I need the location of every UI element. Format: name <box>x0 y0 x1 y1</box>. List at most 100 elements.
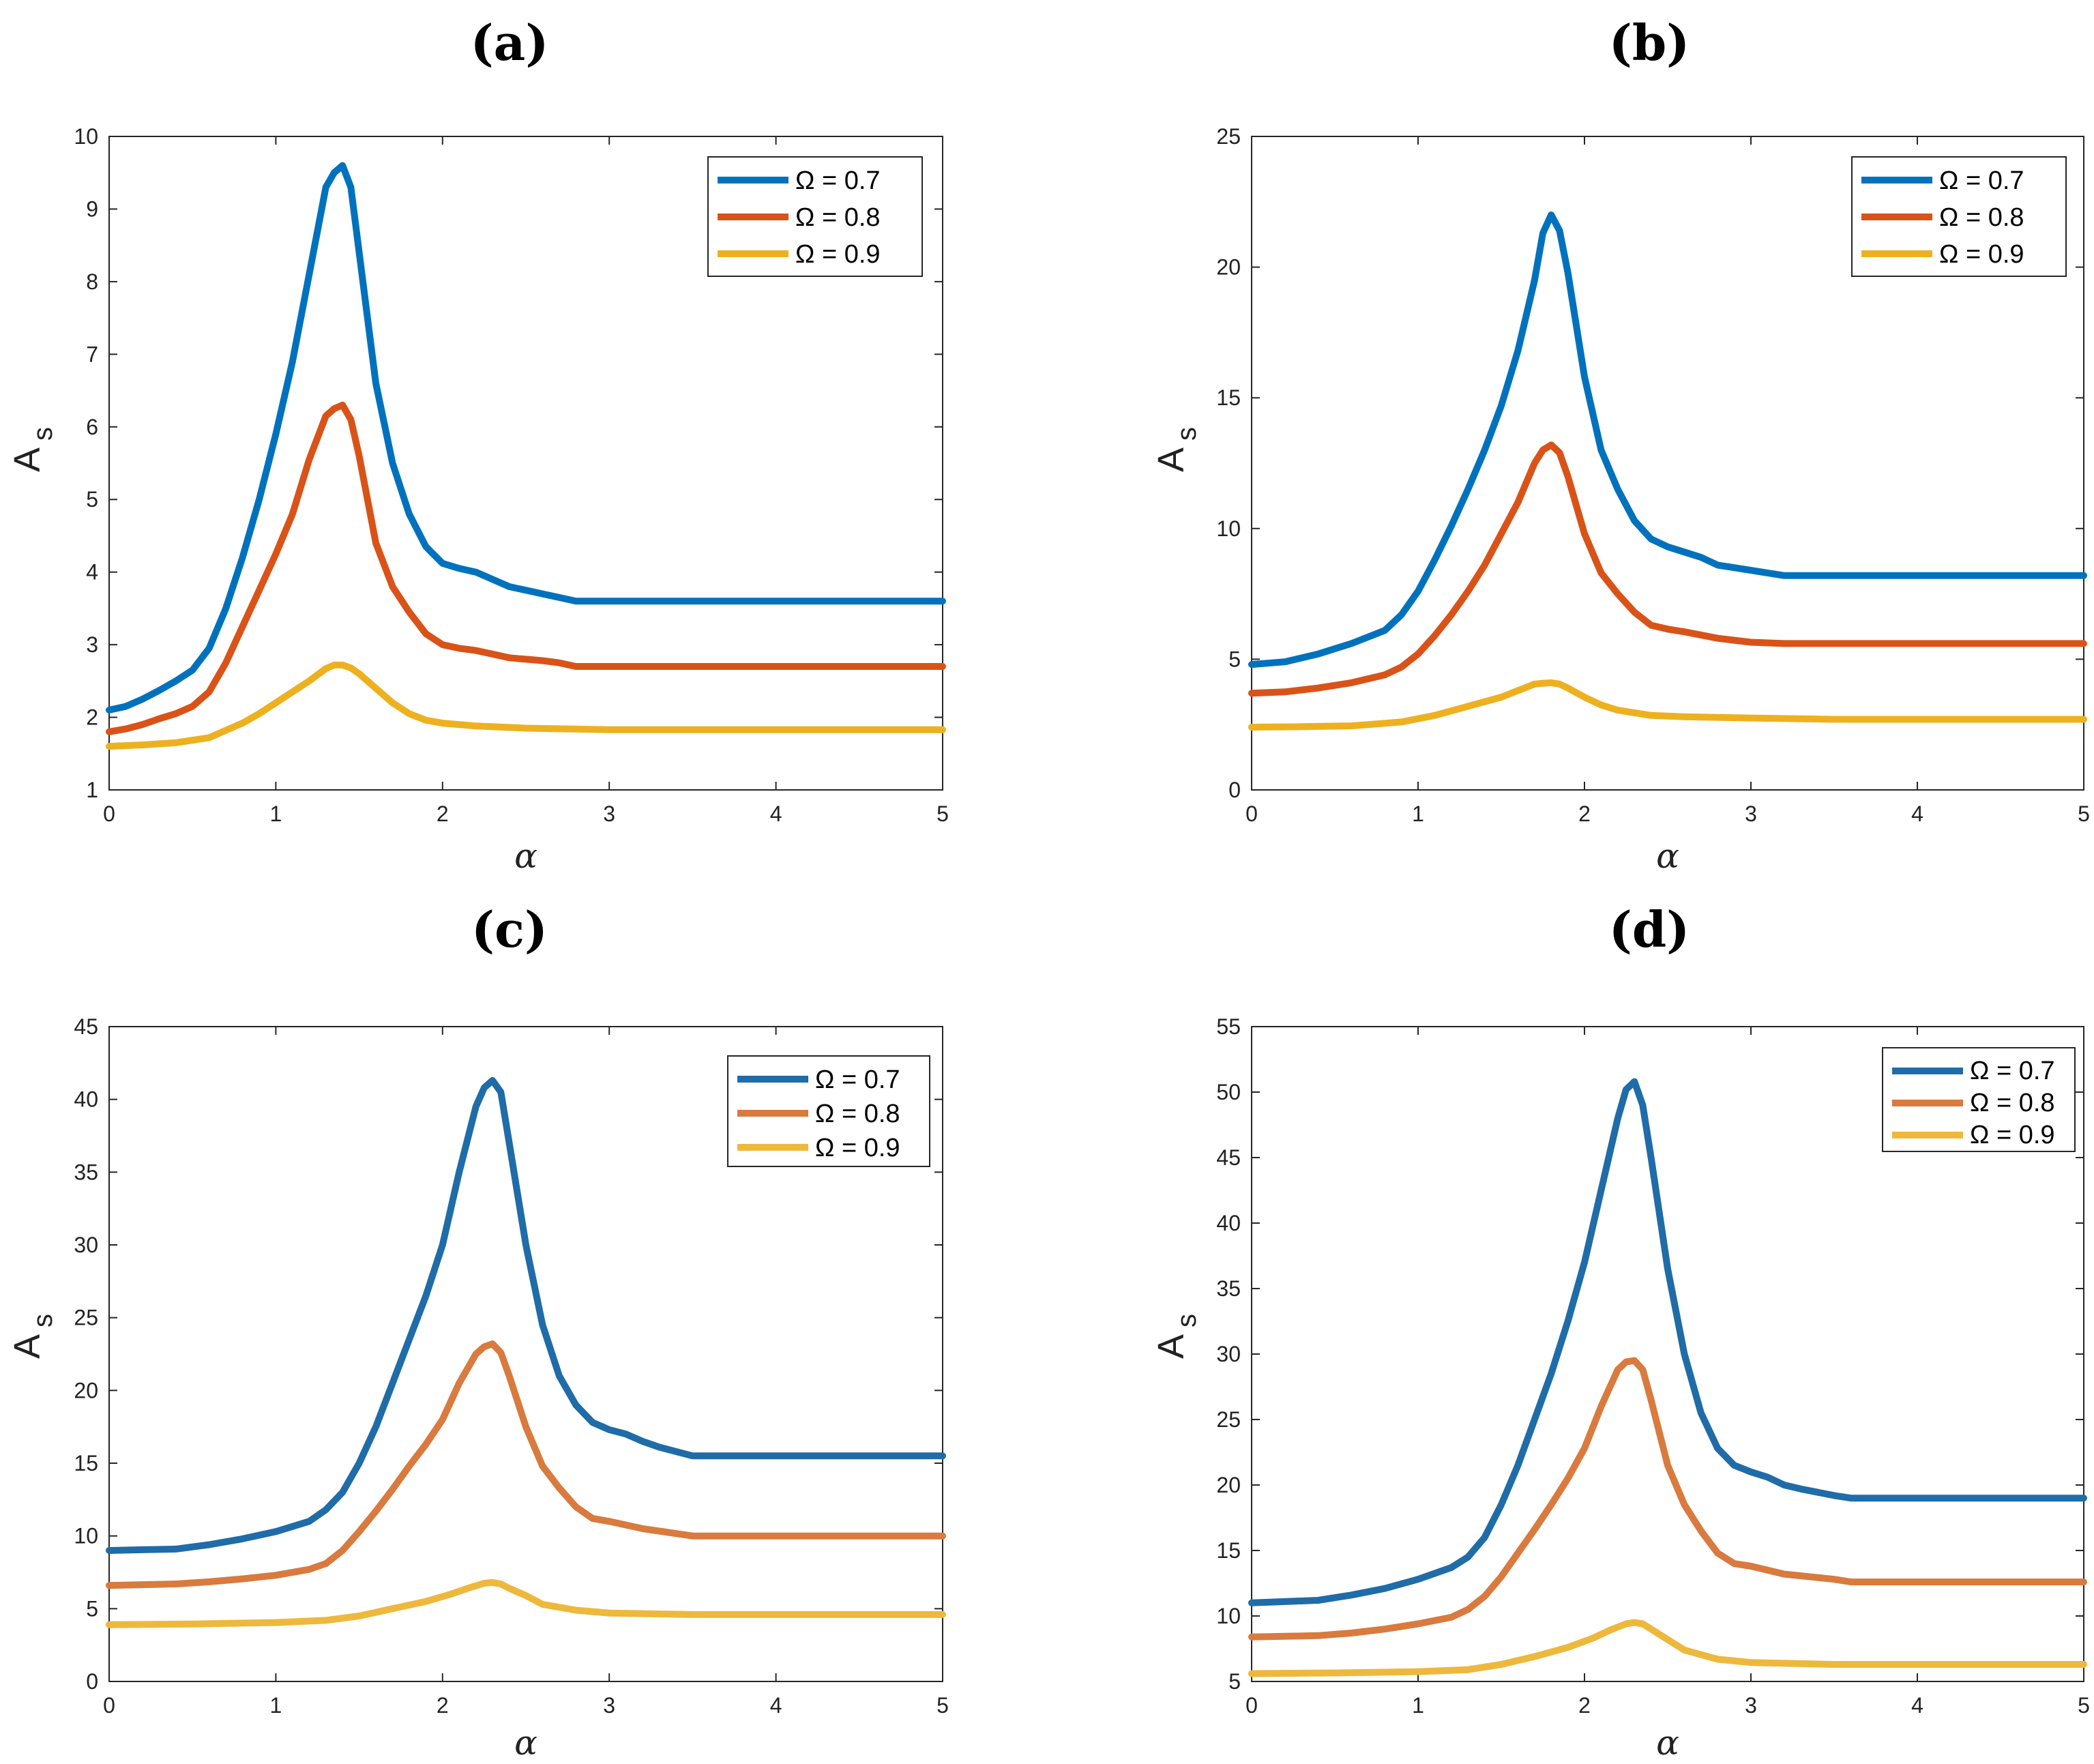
legend-label-d-1: Ω = 0.7 <box>1970 1057 2055 1085</box>
legend-label-b-3: Ω = 0.9 <box>1939 240 2024 269</box>
panel-title-b: (b) <box>1609 14 1690 72</box>
y-tick-label-d-40: 40 <box>1216 1211 1241 1235</box>
y-axis-label-main-a: A <box>7 447 48 472</box>
panel-title-c: (c) <box>471 900 548 958</box>
x-tick-label-b-4: 4 <box>1911 802 1923 826</box>
x-tick-label-a-5: 5 <box>937 802 949 826</box>
x-tick-label-b-3: 3 <box>1745 802 1757 826</box>
y-tick-label-a-5: 5 <box>86 487 98 512</box>
y-tick-label-c-40: 40 <box>74 1087 98 1112</box>
legend-c: Ω = 0.7 Ω = 0.8 Ω = 0.9 <box>727 1055 930 1167</box>
y-axis-label-sub-c: s <box>28 1314 58 1327</box>
y-tick-label-c-25: 25 <box>74 1306 98 1330</box>
y-axis-label-b: As <box>1151 427 1202 472</box>
x-tick-label-c-1: 1 <box>270 1693 282 1718</box>
y-axis-label-sub-a: s <box>28 427 58 441</box>
y-tick-label-a-4: 4 <box>86 560 98 585</box>
legend-label-b-2: Ω = 0.8 <box>1939 203 2024 232</box>
x-tick-label-c-3: 3 <box>603 1693 615 1718</box>
y-tick-label-d-50: 50 <box>1216 1080 1241 1104</box>
x-tick-label-a-4: 4 <box>770 802 782 826</box>
x-tick-label-d-4: 4 <box>1911 1693 1923 1718</box>
x-axis-label-a: α <box>514 836 537 876</box>
series-line-b-3 <box>1248 679 2087 731</box>
y-tick-label-c-45: 45 <box>74 1014 98 1039</box>
series-line-d-1 <box>1248 1078 2087 1606</box>
y-tick-label-c-10: 10 <box>74 1524 98 1548</box>
y-tick-label-d-30: 30 <box>1216 1342 1241 1366</box>
y-axis-label-d: As <box>1151 1314 1202 1359</box>
y-tick-label-a-9: 9 <box>86 196 98 221</box>
y-axis-label-main-c: A <box>7 1334 48 1359</box>
y-tick-label-b-15: 15 <box>1216 385 1241 410</box>
series-line-b-1 <box>1248 211 2087 668</box>
series-line-a-2 <box>106 401 946 735</box>
series-line-c-2 <box>106 1340 946 1589</box>
y-tick-label-b-5: 5 <box>1228 647 1241 671</box>
y-axis-label-a: As <box>7 427 58 472</box>
y-tick-label-b-0: 0 <box>1228 778 1241 802</box>
legend-label-a-2: Ω = 0.8 <box>795 203 881 232</box>
legend-a: Ω = 0.7 Ω = 0.8 Ω = 0.9 <box>707 156 923 277</box>
series-line-c-3 <box>106 1578 946 1628</box>
y-tick-label-a-1: 1 <box>86 778 98 802</box>
y-tick-label-a-7: 7 <box>86 342 98 366</box>
x-tick-label-c-0: 0 <box>103 1693 115 1718</box>
x-tick-label-d-1: 1 <box>1412 1693 1424 1718</box>
x-axis-label-c: α <box>514 1723 537 1763</box>
y-tick-label-a-3: 3 <box>86 632 98 657</box>
y-tick-label-d-15: 15 <box>1216 1538 1241 1563</box>
legend-d: Ω = 0.7 Ω = 0.8 Ω = 0.9 <box>1882 1047 2076 1152</box>
y-tick-label-d-55: 55 <box>1216 1014 1241 1039</box>
x-tick-label-b-1: 1 <box>1412 802 1424 826</box>
x-tick-label-c-5: 5 <box>937 1693 949 1718</box>
y-axis-label-c: As <box>7 1314 58 1359</box>
legend-label-c-1: Ω = 0.7 <box>815 1065 900 1094</box>
y-tick-label-d-25: 25 <box>1216 1407 1241 1432</box>
x-axis-label-d: α <box>1656 1723 1679 1763</box>
x-tick-label-b-2: 2 <box>1578 802 1591 826</box>
y-tick-label-c-30: 30 <box>74 1233 98 1257</box>
series-line-c-1 <box>106 1076 946 1554</box>
x-tick-label-b-0: 0 <box>1245 802 1258 826</box>
y-tick-label-a-6: 6 <box>86 415 98 439</box>
y-axis-label-sub-d: s <box>1172 1314 1202 1327</box>
y-tick-label-b-20: 20 <box>1216 255 1241 280</box>
y-tick-label-a-10: 10 <box>74 124 98 149</box>
legend-label-a-1: Ω = 0.7 <box>795 166 881 195</box>
y-tick-label-c-35: 35 <box>74 1160 98 1184</box>
y-tick-label-a-2: 2 <box>86 705 98 730</box>
x-tick-label-a-1: 1 <box>270 802 282 826</box>
x-tick-label-c-2: 2 <box>437 1693 449 1718</box>
legend-label-c-2: Ω = 0.8 <box>815 1100 900 1128</box>
y-tick-label-d-10: 10 <box>1216 1604 1241 1628</box>
y-tick-label-d-35: 35 <box>1216 1276 1241 1301</box>
y-axis-label-sub-b: s <box>1172 427 1202 441</box>
x-tick-label-d-3: 3 <box>1745 1693 1757 1718</box>
x-tick-label-a-2: 2 <box>437 802 449 826</box>
y-tick-label-a-8: 8 <box>86 269 98 294</box>
legend-label-b-1: Ω = 0.7 <box>1939 166 2024 195</box>
panel-title-d: (d) <box>1609 900 1690 958</box>
panel-title-a: (a) <box>471 14 549 72</box>
legend-label-a-3: Ω = 0.9 <box>795 240 881 269</box>
y-tick-label-c-0: 0 <box>86 1669 98 1694</box>
legend-b: Ω = 0.7 Ω = 0.8 Ω = 0.9 <box>1851 156 2067 277</box>
y-axis-label-main-b: A <box>1151 447 1192 472</box>
x-tick-label-a-0: 0 <box>103 802 115 826</box>
y-axis-label-main-d: A <box>1151 1334 1192 1359</box>
x-tick-label-b-5: 5 <box>2078 802 2090 826</box>
x-axis-label-b: α <box>1656 836 1679 876</box>
y-tick-label-d-20: 20 <box>1216 1473 1241 1497</box>
y-tick-label-c-15: 15 <box>74 1451 98 1475</box>
x-tick-label-a-3: 3 <box>603 802 615 826</box>
legend-label-d-2: Ω = 0.8 <box>1970 1089 2055 1117</box>
y-tick-label-c-20: 20 <box>74 1378 98 1402</box>
legend-label-d-3: Ω = 0.9 <box>1970 1121 2055 1149</box>
x-tick-label-d-5: 5 <box>2078 1693 2090 1718</box>
series-line-d-3 <box>1248 1619 2087 1677</box>
